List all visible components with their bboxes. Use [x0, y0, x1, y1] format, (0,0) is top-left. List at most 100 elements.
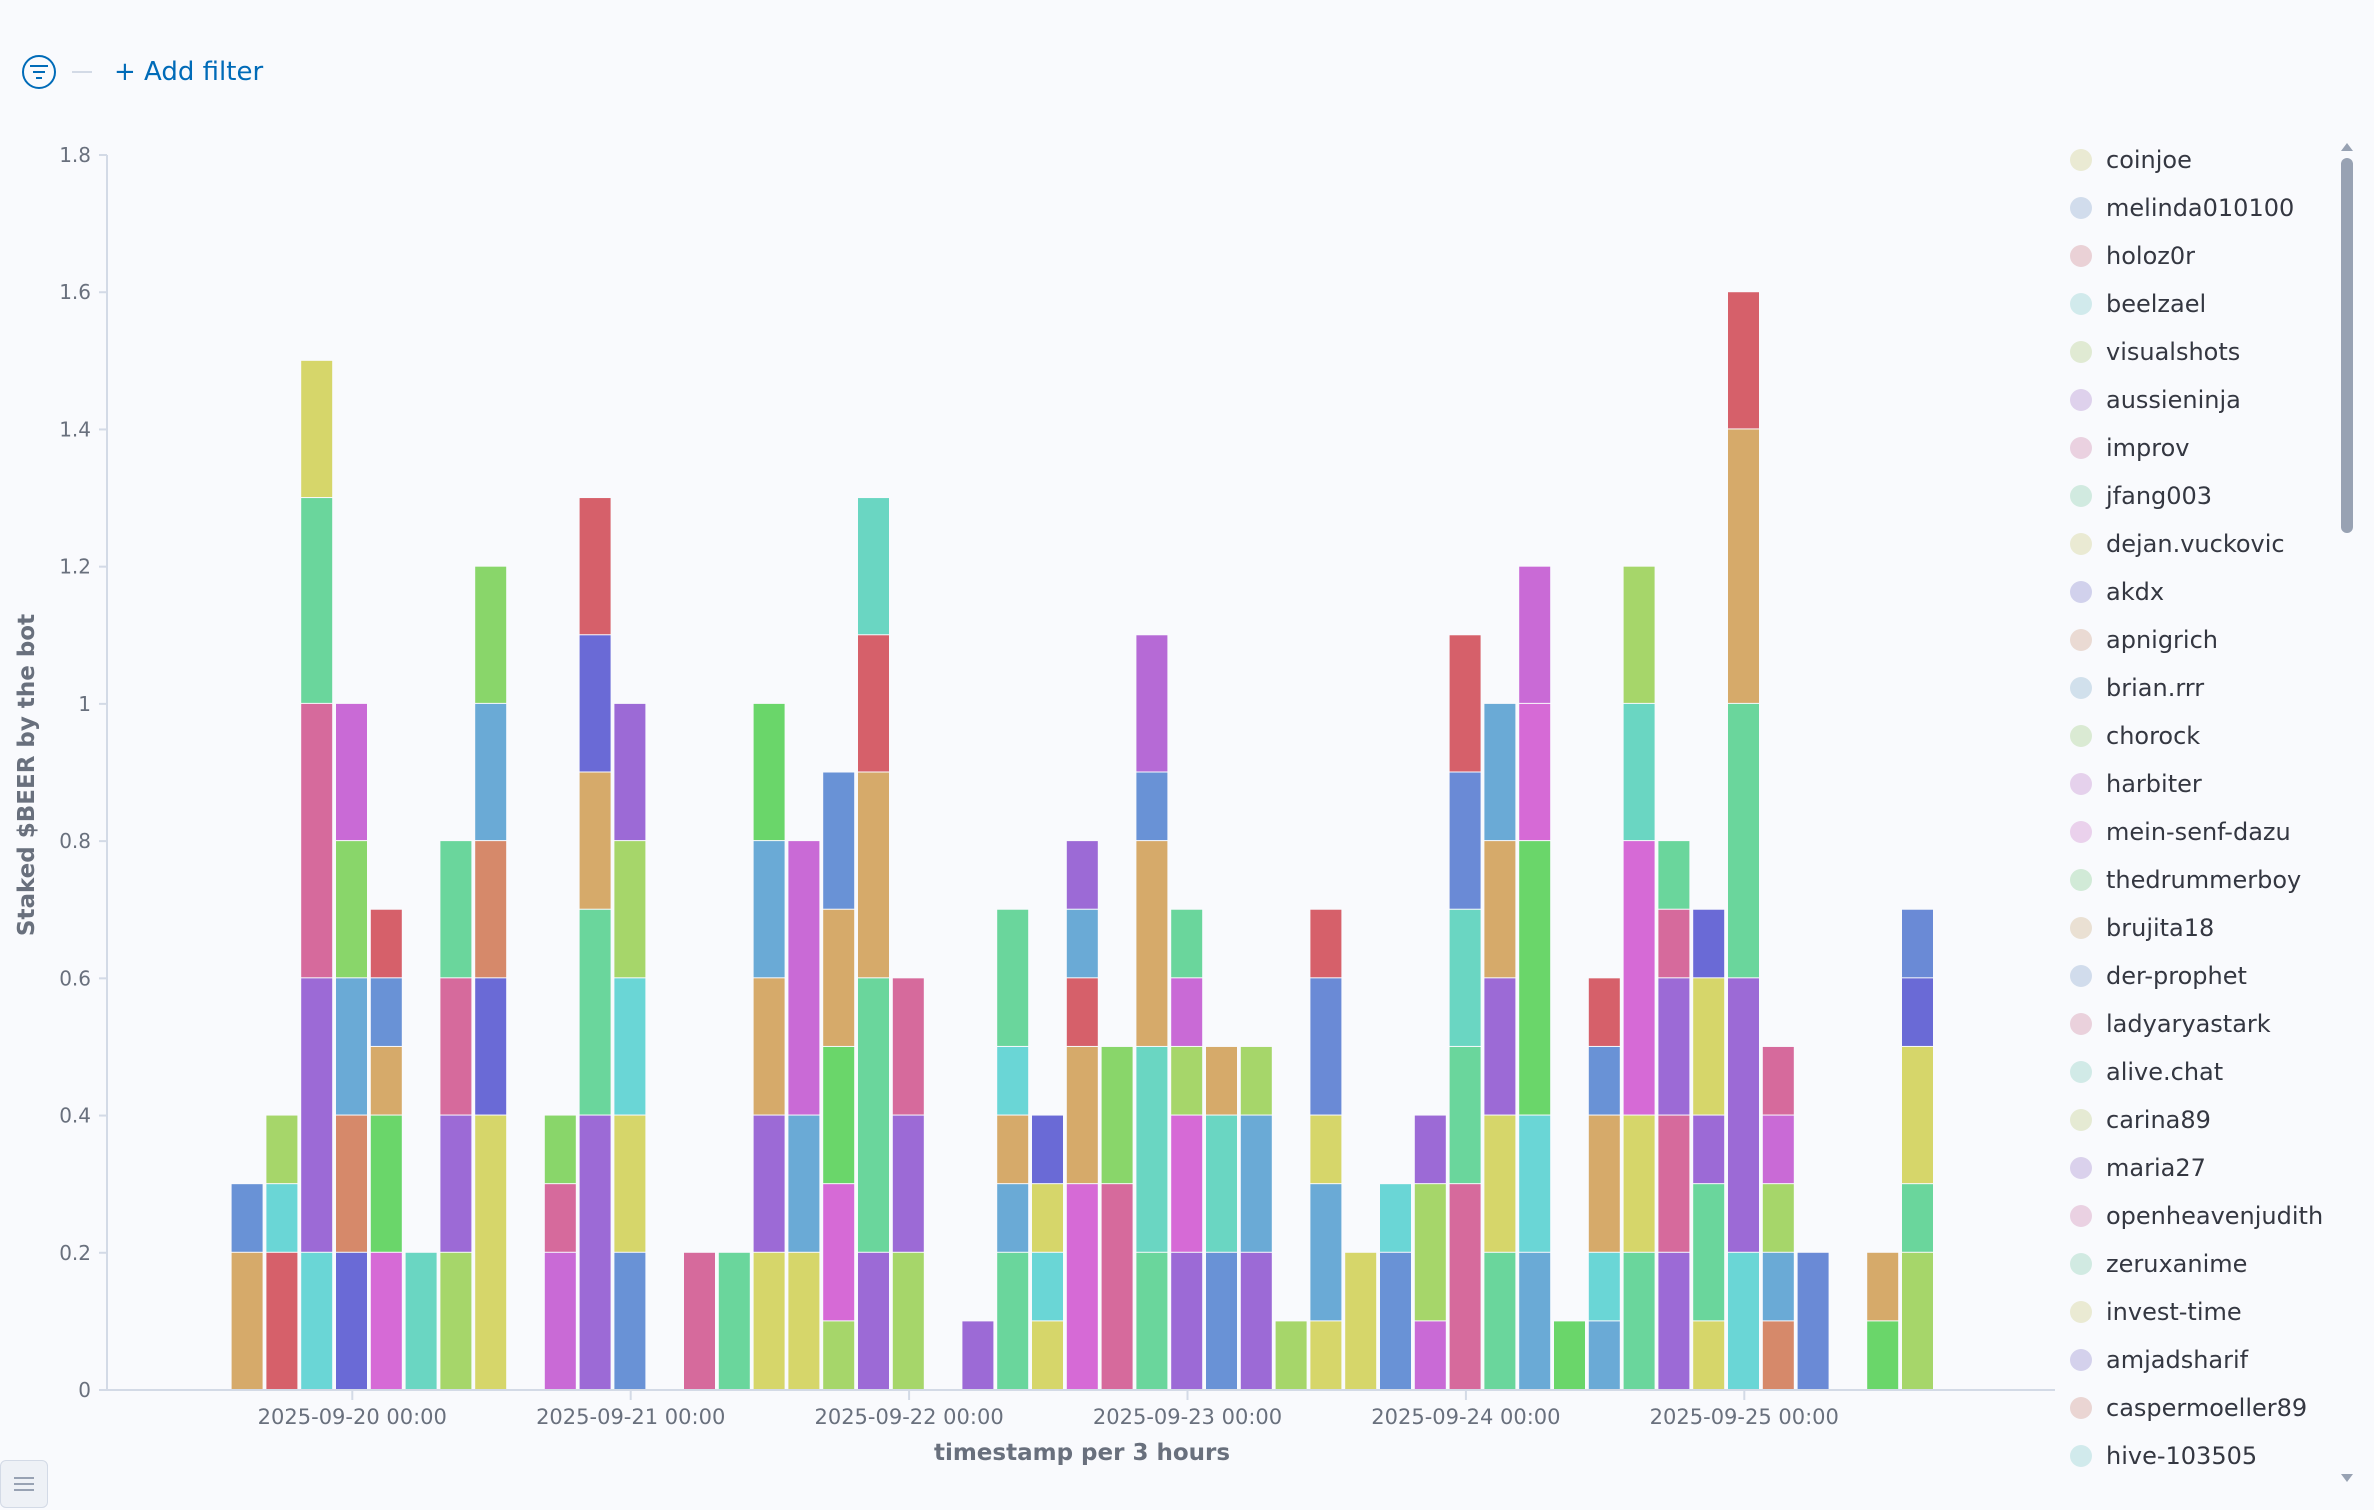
bar-segment[interactable]	[336, 1252, 367, 1389]
bar-segment[interactable]	[997, 1115, 1029, 1184]
bar-segment[interactable]	[753, 1115, 785, 1252]
bar-segment[interactable]	[823, 909, 855, 1046]
bar-segment[interactable]	[892, 1115, 924, 1252]
bar-segment[interactable]	[753, 841, 785, 978]
bar-segment[interactable]	[1658, 1252, 1690, 1389]
bar-segment[interactable]	[544, 1252, 576, 1389]
bar-segment[interactable]	[579, 909, 611, 1115]
bar-segment[interactable]	[1136, 635, 1168, 772]
bar-segment[interactable]	[1136, 1252, 1168, 1389]
bar-segment[interactable]	[579, 1115, 611, 1389]
legend-item[interactable]: caspermoeller89	[2070, 1388, 2307, 1428]
legend-item[interactable]: improv	[2070, 428, 2190, 468]
bar-segment[interactable]	[440, 978, 472, 1115]
bar-segment[interactable]	[336, 1115, 367, 1252]
legend-item[interactable]: aussieninja	[2070, 380, 2241, 420]
bar-segment[interactable]	[1519, 1252, 1551, 1389]
bar-segment[interactable]	[1066, 978, 1098, 1046]
bar-segment[interactable]	[823, 1184, 855, 1321]
bar-segment[interactable]	[266, 1252, 298, 1389]
legend-item[interactable]: jfang003	[2070, 476, 2212, 516]
bar-segment[interactable]	[1345, 1252, 1377, 1389]
bar-segment[interactable]	[301, 703, 333, 978]
bar-segment[interactable]	[1762, 1184, 1794, 1252]
bar-segment[interactable]	[1519, 841, 1551, 1115]
bar-segment[interactable]	[336, 703, 367, 841]
bar-segment[interactable]	[475, 566, 507, 703]
scroll-down-arrow-icon[interactable]	[2341, 1474, 2353, 1482]
bar-segment[interactable]	[1136, 1046, 1168, 1252]
bar-segment[interactable]	[579, 772, 611, 909]
bar-segment[interactable]	[892, 1252, 924, 1389]
bar-segment[interactable]	[1519, 703, 1551, 841]
legend-item[interactable]: dejan.vuckovic	[2070, 524, 2285, 564]
bar-segment[interactable]	[1032, 1321, 1063, 1389]
bar-segment[interactable]	[753, 978, 785, 1115]
bar-segment[interactable]	[1171, 909, 1203, 978]
bar-segment[interactable]	[1728, 978, 1759, 1252]
bar-segment[interactable]	[1693, 1115, 1725, 1184]
bar-segment[interactable]	[1484, 841, 1516, 978]
bar-segment[interactable]	[1240, 1252, 1272, 1389]
bar-segment[interactable]	[684, 1252, 715, 1389]
bar-segment[interactable]	[1171, 1046, 1203, 1115]
bar-segment[interactable]	[1310, 1321, 1342, 1389]
bar-segment[interactable]	[823, 1046, 855, 1184]
bar-segment[interactable]	[1902, 909, 1933, 978]
bar-segment[interactable]	[1867, 1321, 1899, 1389]
bar-segment[interactable]	[1171, 1252, 1203, 1389]
bar-segment[interactable]	[858, 978, 889, 1252]
bar-segment[interactable]	[962, 1321, 994, 1389]
bar-segment[interactable]	[370, 909, 402, 978]
bar-segment[interactable]	[1275, 1321, 1307, 1389]
bar-segment[interactable]	[1484, 1252, 1516, 1389]
legend-item[interactable]: beelzael	[2070, 284, 2206, 324]
bar-segment[interactable]	[1066, 1184, 1098, 1389]
legend-item[interactable]: apnigrich	[2070, 620, 2218, 660]
legend-item[interactable]: amjadsharif	[2070, 1340, 2248, 1380]
bar-segment[interactable]	[718, 1252, 750, 1389]
legend-item[interactable]: brujita18	[2070, 908, 2214, 948]
bar-segment[interactable]	[997, 1046, 1029, 1115]
scroll-up-arrow-icon[interactable]	[2341, 143, 2353, 151]
bar-segment[interactable]	[475, 978, 507, 1115]
legend-item[interactable]: akdx	[2070, 572, 2164, 612]
bar-segment[interactable]	[1066, 841, 1098, 909]
bar-segment[interactable]	[788, 1115, 820, 1252]
bar-segment[interactable]	[475, 841, 507, 978]
bar-segment[interactable]	[1588, 1115, 1620, 1252]
legend-scroll-thumb[interactable]	[2341, 158, 2353, 533]
bar-segment[interactable]	[1449, 1184, 1481, 1389]
legend-item[interactable]: chorock	[2070, 716, 2200, 756]
legend-item[interactable]: visualshots	[2070, 332, 2240, 372]
bar-segment[interactable]	[231, 1252, 263, 1389]
bar-segment[interactable]	[1136, 841, 1168, 1046]
bar-segment[interactable]	[823, 772, 855, 909]
bar-segment[interactable]	[1484, 1115, 1516, 1252]
legend-item[interactable]: carina89	[2070, 1100, 2211, 1140]
legend-item[interactable]: invest-time	[2070, 1292, 2242, 1332]
bar-segment[interactable]	[1310, 1184, 1342, 1321]
bar-segment[interactable]	[1623, 841, 1655, 1115]
bar-segment[interactable]	[544, 1184, 576, 1252]
bar-segment[interactable]	[1449, 1046, 1481, 1184]
bar-segment[interactable]	[1762, 1252, 1794, 1321]
filter-icon[interactable]	[22, 55, 56, 89]
legend-item[interactable]: zeruxanime	[2070, 1244, 2247, 1284]
bar-segment[interactable]	[1449, 635, 1481, 772]
bar-segment[interactable]	[1310, 1115, 1342, 1184]
bar-segment[interactable]	[1240, 1046, 1272, 1115]
bar-segment[interactable]	[788, 1252, 820, 1389]
bar-segment[interactable]	[1206, 1046, 1237, 1115]
bar-segment[interactable]	[1554, 1321, 1585, 1389]
bar-segment[interactable]	[1902, 978, 1933, 1046]
bar-segment[interactable]	[1588, 1321, 1620, 1389]
bar-segment[interactable]	[1658, 1115, 1690, 1252]
bar-segment[interactable]	[579, 498, 611, 635]
bar-segment[interactable]	[475, 1115, 507, 1389]
bar-segment[interactable]	[1206, 1115, 1237, 1252]
bar-segment[interactable]	[1623, 1252, 1655, 1389]
bar-segment[interactable]	[1449, 909, 1481, 1046]
bar-segment[interactable]	[1588, 1252, 1620, 1321]
bar-segment[interactable]	[1623, 1115, 1655, 1252]
